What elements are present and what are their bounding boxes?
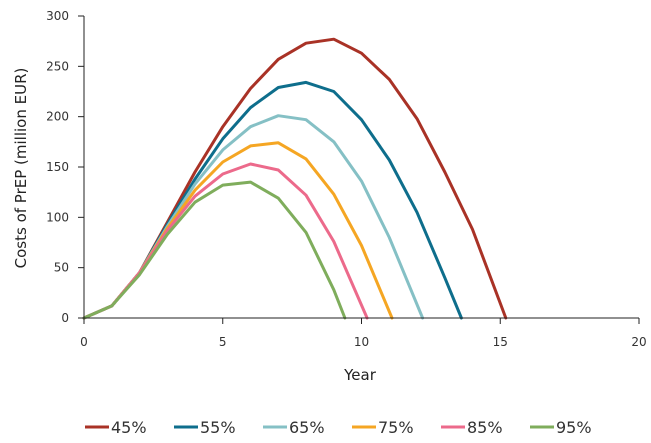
y-tick-label: 150 [46, 160, 69, 174]
legend-item: 95% [530, 418, 592, 437]
x-tick-label: 15 [493, 335, 508, 349]
legend: 45% 55% 65% 75% 85% 95% [85, 418, 592, 437]
legend-item: 85% [441, 418, 503, 437]
legend-item: 55% [174, 418, 236, 437]
legend-item: 45% [85, 418, 147, 437]
y-tick-label: 100 [46, 210, 69, 224]
x-tick-label: 20 [631, 335, 646, 349]
legend-label: 65% [289, 418, 325, 437]
legend-label: 55% [200, 418, 236, 437]
x-ticks: 0 5 10 15 20 [80, 318, 647, 349]
y-tick-label: 0 [61, 311, 69, 325]
x-tick-label: 0 [80, 335, 88, 349]
series-line-5 [82, 180, 347, 320]
y-tick-label: 50 [54, 261, 69, 275]
legend-item: 75% [352, 418, 414, 437]
x-tick-label: 5 [219, 335, 227, 349]
legend-label: 95% [556, 418, 592, 437]
series-line-4 [82, 162, 369, 320]
x-tick-label: 10 [354, 335, 369, 349]
series-layer [82, 37, 508, 320]
y-axis-title: Costs of PrEP (million EUR) [12, 68, 30, 269]
legend-label: 85% [467, 418, 503, 437]
legend-item: 65% [263, 418, 325, 437]
y-ticks: 0 50 100 150 200 250 300 [46, 9, 84, 325]
y-tick-label: 200 [46, 110, 69, 124]
legend-label: 75% [378, 418, 414, 437]
legend-label: 45% [111, 418, 147, 437]
y-tick-label: 300 [46, 9, 69, 23]
axes-layer [83, 16, 639, 319]
x-axis-title: Year [343, 366, 377, 384]
y-tick-label: 250 [46, 59, 69, 73]
